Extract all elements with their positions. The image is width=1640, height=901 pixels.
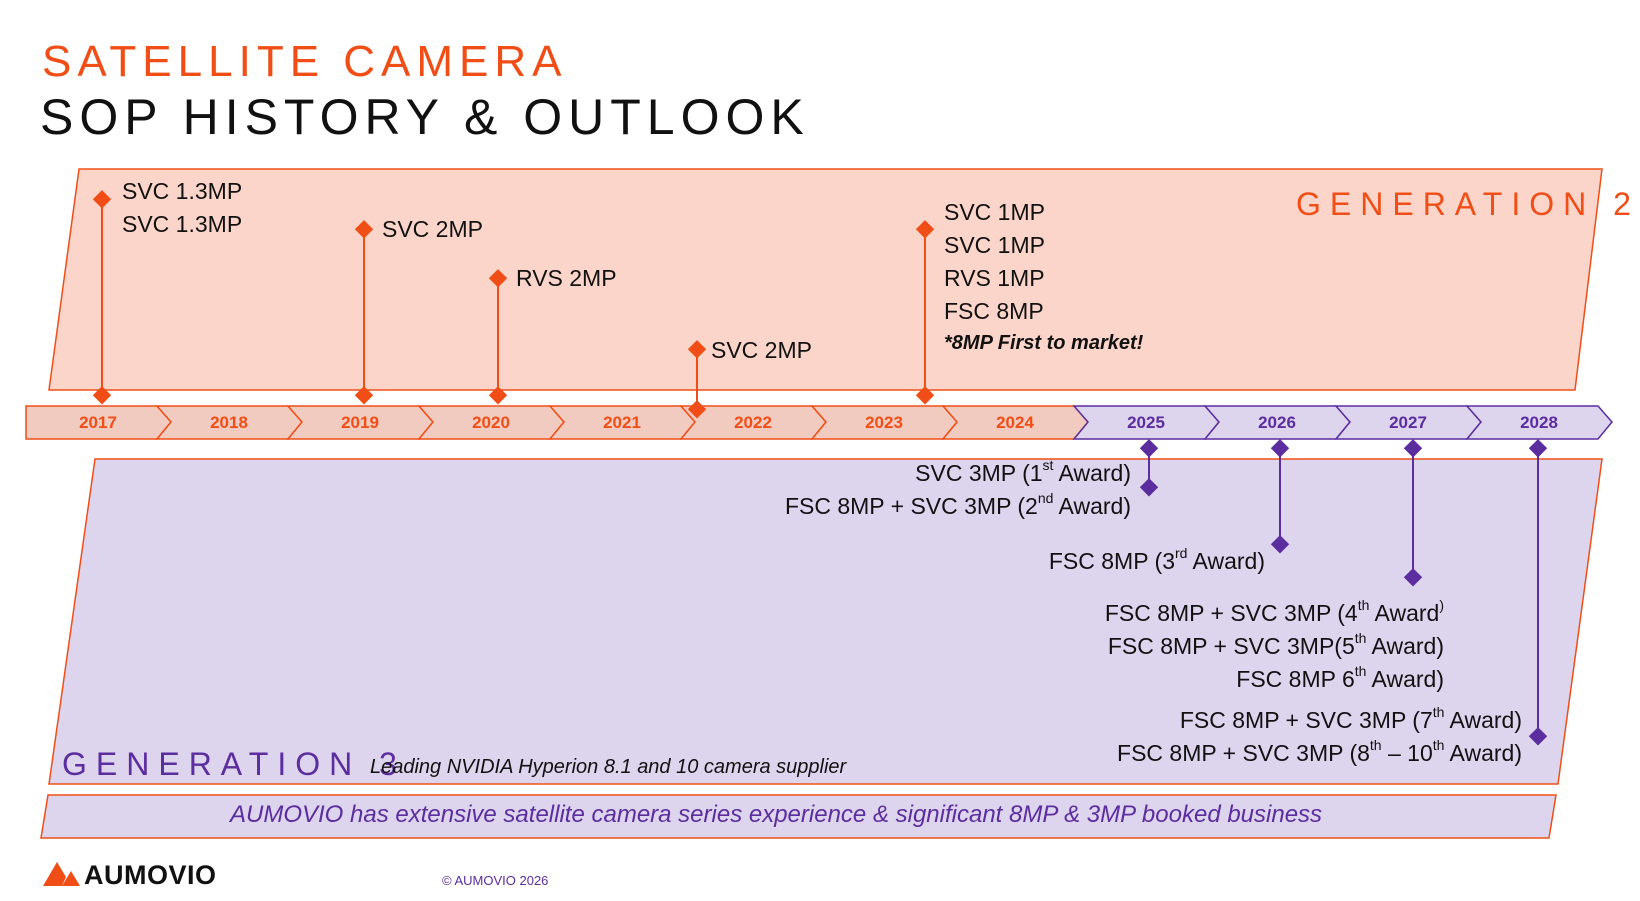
event-2027-line-2: FSC 8MP + SVC 3MP(5th Award) — [1107, 630, 1444, 659]
event-2028-line-2: FSC 8MP + SVC 3MP (8th – 10th Award) — [1117, 737, 1522, 766]
brand-name: AUMOVIO — [84, 860, 217, 890]
marker-base-2020 — [488, 386, 508, 405]
year-chevron-row — [25, 405, 1613, 440]
year-label-2025: 2025 — [1127, 413, 1165, 432]
title-line-1: SATELLITE CAMERA — [42, 37, 568, 86]
generation-3-label: GENERATION 3 — [62, 746, 406, 782]
event-2023-line-4: FSC 8MP — [944, 298, 1044, 324]
year-label-2026: 2026 — [1258, 413, 1296, 432]
event-2020-line-1: RVS 2MP — [516, 265, 617, 291]
marker-base-2025 — [1139, 439, 1159, 458]
event-2025-line-2: FSC 8MP + SVC 3MP (2nd Award) — [784, 490, 1131, 519]
marker-base-2017 — [92, 386, 112, 405]
marker-top-2017 — [92, 190, 112, 209]
event-2025-line-1: SVC 3MP (1st Award) — [915, 457, 1131, 486]
marker-base-2027 — [1403, 439, 1423, 458]
event-2023-line-1: SVC 1MP — [944, 199, 1045, 225]
year-label-2020: 2020 — [472, 413, 510, 432]
marker-end-2027 — [1403, 568, 1423, 587]
year-label-2023: 2023 — [865, 413, 903, 432]
marker-end-2025 — [1139, 478, 1159, 497]
year-label-2022: 2022 — [734, 413, 772, 432]
event-2027-line-3: FSC 8MP 6th Award) — [1236, 663, 1444, 692]
summary-banner-text: AUMOVIO has extensive satellite camera s… — [230, 801, 1323, 828]
event-2026-line-1: FSC 8MP (3rd Award) — [1048, 545, 1265, 574]
event-2021-line-1: SVC 2MP — [711, 337, 812, 363]
title-line-2: SOP HISTORY & OUTLOOK — [40, 89, 810, 145]
aumovio-logo-icon — [43, 862, 80, 886]
generation-2-panel — [48, 168, 1603, 391]
generation-3-panel — [48, 458, 1603, 785]
marker-base-2026 — [1270, 439, 1290, 458]
generation-2-label: GENERATION 2 — [1296, 186, 1640, 222]
marker-base-2019 — [354, 386, 374, 405]
marker-top-2021 — [687, 340, 707, 359]
event-2017-line-2: SVC 1.3MP — [122, 211, 243, 237]
event-2023-line-3: RVS 1MP — [944, 265, 1045, 291]
generation-3-subtitle: Leading NVIDIA Hyperion 8.1 and 10 camer… — [370, 756, 847, 778]
year-label-2018: 2018 — [210, 413, 248, 432]
marker-top-2023 — [915, 220, 935, 239]
marker-base-2021 — [687, 400, 707, 419]
event-2027-line-1: FSC 8MP + SVC 3MP (4th Award) — [1104, 597, 1444, 626]
marker-base-2023 — [915, 386, 935, 405]
marker-base-2028 — [1528, 439, 1548, 458]
year-label-2028: 2028 — [1520, 413, 1558, 432]
event-2023-line-2: SVC 1MP — [944, 232, 1045, 258]
marker-top-2019 — [354, 220, 374, 239]
year-label-2019: 2019 — [341, 413, 379, 432]
marker-top-2020 — [488, 269, 508, 288]
event-2023-note: *8MP First to market! — [944, 332, 1144, 354]
marker-end-2026 — [1270, 535, 1290, 554]
event-2028-line-1: FSC 8MP + SVC 3MP (7th Award) — [1179, 704, 1522, 733]
year-label-2021: 2021 — [603, 413, 641, 432]
marker-end-2028 — [1528, 727, 1548, 746]
event-2017-line-1: SVC 1.3MP — [122, 178, 243, 204]
year-label-2027: 2027 — [1389, 413, 1427, 432]
year-label-2024: 2024 — [996, 413, 1034, 432]
summary-banner-box — [40, 794, 1557, 839]
year-segment-2028 — [1465, 405, 1613, 440]
event-2019-line-1: SVC 2MP — [382, 216, 483, 242]
year-label-2017: 2017 — [79, 413, 117, 432]
copyright: © AUMOVIO 2026 — [442, 873, 549, 888]
